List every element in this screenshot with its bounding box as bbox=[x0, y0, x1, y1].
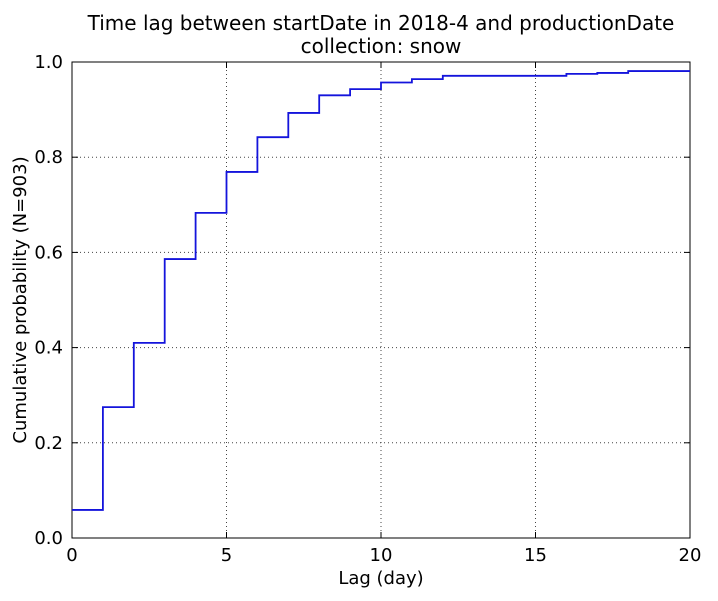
y-tick-label: 0.2 bbox=[34, 433, 63, 454]
x-tick-label: 10 bbox=[370, 545, 393, 566]
y-tick-label: 0.4 bbox=[34, 338, 63, 359]
gridlines bbox=[72, 62, 690, 538]
chart-subtitle: collection: snow bbox=[301, 34, 462, 58]
y-tick-label: 0.8 bbox=[34, 147, 63, 168]
x-tick-label: 0 bbox=[66, 545, 77, 566]
x-tick-label: 15 bbox=[524, 545, 547, 566]
x-tick-labels: 0 5 10 15 20 bbox=[66, 545, 701, 566]
plot-border bbox=[71, 61, 691, 539]
y-axis-label: Cumulative probability (N=903) bbox=[10, 156, 31, 443]
cdf-step-line bbox=[72, 70, 690, 511]
x-tick-label: 20 bbox=[679, 545, 702, 566]
chart-title: Time lag between startDate in 2018-4 and… bbox=[87, 11, 675, 35]
y-tick-label: 1.0 bbox=[34, 52, 63, 73]
x-axis-label: Lag (day) bbox=[338, 568, 423, 589]
x-tick-label: 5 bbox=[221, 545, 232, 566]
y-tick-label: 0.0 bbox=[34, 528, 63, 549]
y-tick-label: 0.6 bbox=[34, 242, 63, 263]
y-tick-labels: 0.0 0.2 0.4 0.6 0.8 1.0 bbox=[34, 52, 63, 549]
